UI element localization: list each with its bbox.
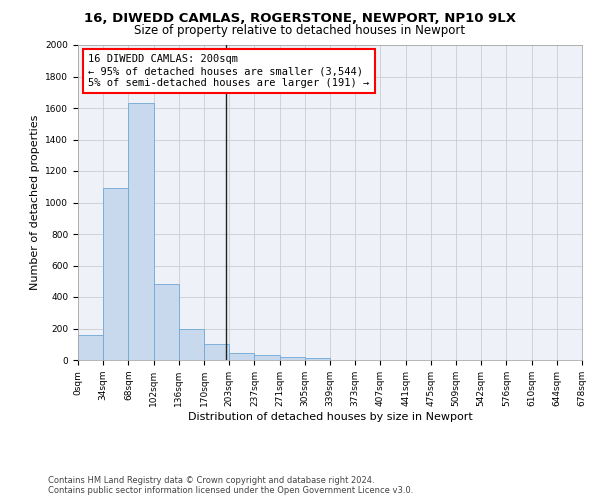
Y-axis label: Number of detached properties: Number of detached properties — [30, 115, 40, 290]
Bar — [254, 356, 280, 360]
Bar — [280, 357, 305, 360]
Bar — [154, 284, 179, 360]
Bar — [103, 188, 128, 360]
Bar — [204, 344, 229, 360]
Bar — [179, 328, 204, 360]
Text: 16, DIWEDD CAMLAS, ROGERSTONE, NEWPORT, NP10 9LX: 16, DIWEDD CAMLAS, ROGERSTONE, NEWPORT, … — [84, 12, 516, 26]
Text: Contains public sector information licensed under the Open Government Licence v3: Contains public sector information licen… — [48, 486, 413, 495]
X-axis label: Distribution of detached houses by size in Newport: Distribution of detached houses by size … — [188, 412, 472, 422]
Text: Contains HM Land Registry data © Crown copyright and database right 2024.: Contains HM Land Registry data © Crown c… — [48, 476, 374, 485]
Bar — [305, 358, 330, 360]
Bar — [128, 104, 154, 360]
Text: Size of property relative to detached houses in Newport: Size of property relative to detached ho… — [134, 24, 466, 37]
Bar — [78, 335, 103, 360]
Text: 16 DIWEDD CAMLAS: 200sqm
← 95% of detached houses are smaller (3,544)
5% of semi: 16 DIWEDD CAMLAS: 200sqm ← 95% of detach… — [88, 54, 370, 88]
Bar — [229, 353, 254, 360]
